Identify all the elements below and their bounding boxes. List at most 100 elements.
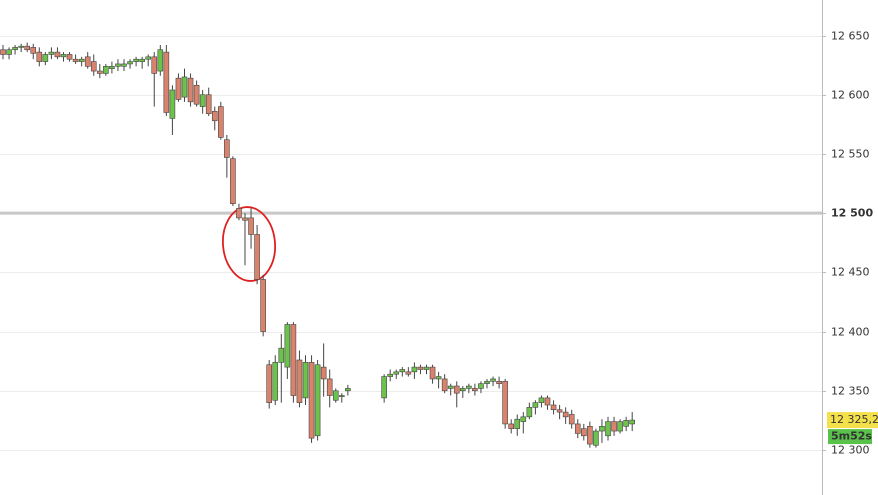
candle-body [30, 47, 37, 54]
candle-body [580, 428, 587, 437]
candle-body [605, 421, 611, 437]
candle-body [145, 56, 151, 60]
candle-body [157, 49, 164, 72]
candles [0, 42, 636, 448]
candle-body [623, 420, 629, 427]
candle-body [320, 366, 327, 380]
y-tick-label: 12 350 [831, 385, 870, 398]
candle-body [72, 58, 79, 62]
candle-body [224, 139, 230, 158]
candle-body [514, 418, 521, 429]
candle-body [399, 369, 406, 373]
candle-body [520, 416, 527, 422]
candle-body [115, 63, 121, 67]
candle-body [453, 385, 460, 394]
candle-body [562, 411, 569, 418]
candle-body [593, 430, 599, 446]
candle-body [417, 366, 424, 370]
candle-body [181, 76, 188, 98]
y-tick-label: 12 400 [831, 326, 870, 339]
candle-body [169, 89, 176, 119]
candle-body [556, 409, 563, 413]
candle-body [0, 49, 6, 55]
y-tick-label: 12 550 [831, 148, 870, 161]
candle-body [36, 51, 43, 62]
candle-body [629, 419, 636, 425]
timer-label: 5m52s [831, 430, 872, 443]
candle-body [484, 381, 490, 384]
candle-body [230, 158, 236, 204]
candle-body [54, 51, 61, 58]
candle-body [103, 66, 109, 74]
candle-body [617, 421, 623, 432]
candle-body [338, 395, 345, 398]
y-tick-label: 12 600 [831, 89, 870, 102]
candle-body [314, 364, 321, 437]
candle-body [151, 56, 158, 74]
candle-body [193, 84, 200, 105]
candle-body [435, 376, 442, 380]
candle-body [429, 366, 436, 380]
candle-body [538, 397, 545, 403]
candle-body [405, 371, 412, 375]
candle-body [42, 54, 49, 62]
candle-body [12, 47, 18, 51]
candle-body [326, 378, 333, 396]
candle-body [423, 366, 430, 370]
y-tick-label: 12 650 [831, 30, 870, 43]
candle-body [472, 388, 478, 392]
candle-body [205, 94, 212, 114]
candle-body [78, 58, 85, 62]
candle-body [587, 426, 593, 445]
candle-body [254, 234, 260, 280]
candle-body [211, 111, 218, 122]
candle-body [199, 94, 206, 107]
candle-body [290, 324, 297, 396]
candle-body [490, 378, 496, 382]
candle-body [127, 61, 133, 65]
candle-body [84, 56, 91, 67]
candle-body [278, 347, 285, 363]
candle-body [568, 414, 575, 425]
candle-body [502, 381, 508, 425]
candle-body [121, 63, 127, 67]
candle-body [544, 397, 551, 406]
candle-body [526, 407, 533, 418]
timer-box [828, 429, 872, 445]
candle-body [175, 77, 182, 100]
candle-body [248, 217, 254, 235]
candle-body [308, 362, 315, 439]
candle-body [459, 388, 466, 392]
candle-body [550, 404, 557, 411]
candle-body [302, 362, 309, 399]
candle-body [496, 381, 502, 384]
candle-body [447, 385, 454, 389]
candle-body [441, 378, 448, 392]
candle-body [163, 51, 170, 113]
grid [0, 36, 826, 451]
candle-body [532, 402, 539, 408]
last-price-label: 12 325,25 [830, 413, 878, 426]
annotation-circle [221, 206, 277, 282]
candle-body [508, 423, 515, 429]
y-tick-label: 12 300 [831, 444, 870, 457]
candle-body [187, 77, 194, 103]
candle-body [109, 66, 115, 69]
candle-body [218, 106, 224, 138]
labels: 12 300 12 350 12 400 12 450 12 500 12 550 12 6… [827, 30, 878, 457]
candle-body [296, 359, 303, 403]
candle-body [466, 385, 472, 389]
candle-body [133, 58, 139, 62]
candle-body [332, 390, 339, 401]
candle-body [381, 376, 387, 399]
candle-body [242, 217, 248, 221]
candle-body [574, 423, 581, 434]
candle-body [284, 324, 291, 368]
last-price-box [827, 412, 878, 429]
candle-body [260, 279, 266, 332]
candle-body [24, 45, 31, 51]
candle-body [266, 364, 273, 403]
candle-body [90, 61, 97, 72]
candle-body [18, 45, 24, 48]
